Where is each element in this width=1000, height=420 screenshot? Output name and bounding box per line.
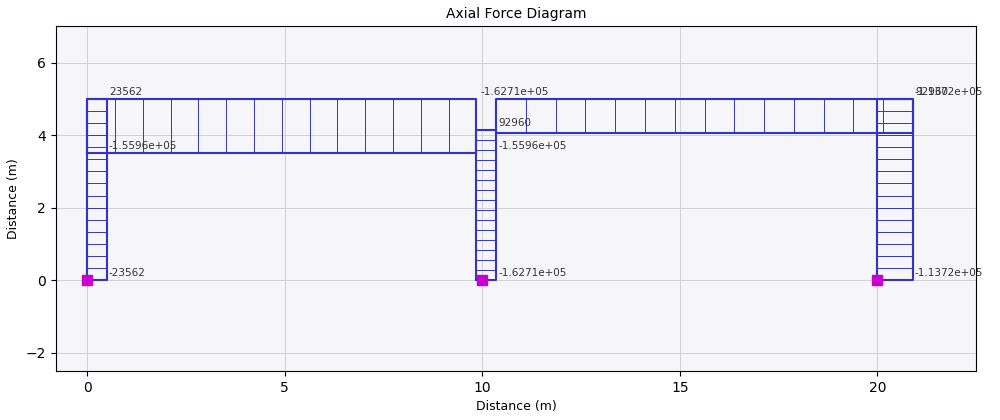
Text: 92960: 92960: [915, 87, 948, 97]
Y-axis label: Distance (m): Distance (m): [7, 158, 20, 239]
Text: -23562: -23562: [109, 268, 146, 278]
Text: -1.6271e+05: -1.6271e+05: [480, 87, 549, 97]
Text: 23562: 23562: [109, 87, 142, 97]
Point: [869, 277, 885, 284]
Text: -1.5596e+05: -1.5596e+05: [498, 142, 567, 151]
Point: [474, 277, 490, 284]
X-axis label: Distance (m): Distance (m): [476, 400, 556, 413]
Text: 92960: 92960: [498, 118, 531, 128]
Text: -1.1372e+05: -1.1372e+05: [915, 268, 983, 278]
Point: [79, 277, 95, 284]
Text: -1.1372e+05: -1.1372e+05: [915, 87, 983, 97]
Text: -1.6271e+05: -1.6271e+05: [498, 268, 567, 278]
Text: -1.5596e+05: -1.5596e+05: [109, 142, 177, 151]
Title: Axial Force Diagram: Axial Force Diagram: [446, 7, 586, 21]
